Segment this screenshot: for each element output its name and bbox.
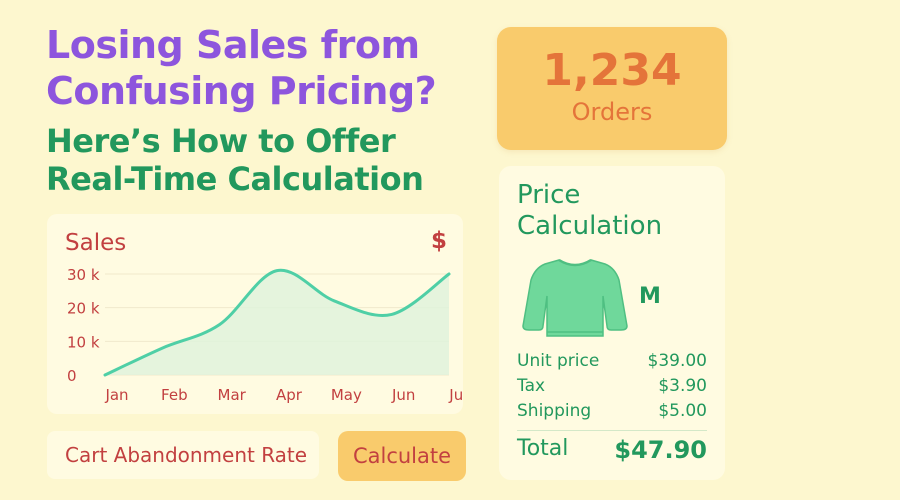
cart-abandonment-label: Cart Abandonment Rate [65,443,308,467]
orders-count: 1,234 [542,45,682,96]
total-value: $47.90 [614,436,707,464]
x-tick-label: Feb [161,386,188,404]
sales-chart: 30 k 20 k 10 k 0 Jan Feb Mar Apr May Jun Jun [67,266,463,404]
x-tick-label: Jan [104,386,128,404]
price-row-value: $5.00 [658,401,707,421]
cart-abandonment-panel: Cart Abandonment Rate [47,431,319,479]
price-row-label: Tax [517,376,546,396]
x-tick-label: Apr [276,386,303,404]
price-row-label: Unit price [517,351,600,371]
x-tick-label: Jun [391,386,415,404]
x-tick-label: May [331,386,362,404]
size-label: M [639,284,661,309]
price-row-value: $3.90 [658,376,707,396]
calculate-button[interactable]: Calculate [338,431,466,481]
y-tick-label: 20 k [67,300,100,318]
headline-question: Losing Sales from Confusing Pricing? [46,23,437,113]
sales-chart-card: 30 k 20 k 10 k 0 Jan Feb Mar Apr May Jun Jun Sales… [47,214,463,414]
headline-subtitle: Here’s How to Offer Real-Time Calculatio… [46,122,424,198]
sales-chart-title: Sales [65,230,127,256]
y-tick-label: 0 [67,367,77,385]
x-tick-label: Jun [448,386,463,404]
price-divider [517,430,707,431]
sweater-icon [522,258,628,337]
sales-area-fill [105,270,449,375]
orders-card: 1,234 Orders [497,27,727,150]
orders-label: Orders [571,98,653,126]
dollar-icon: $ [430,228,447,254]
price-calculation-card: Price Calculation M Unit price $39.00 Ta… [499,166,725,480]
price-row-label: Shipping [517,401,592,421]
total-label: Total [517,436,569,461]
y-tick-label: 30 k [67,266,100,284]
price-row-value: $39.00 [647,351,707,371]
y-tick-label: 10 k [67,333,100,351]
x-tick-label: Mar [218,386,247,404]
price-calculation-title: Price Calculation [517,180,663,241]
sales-line [103,268,451,377]
